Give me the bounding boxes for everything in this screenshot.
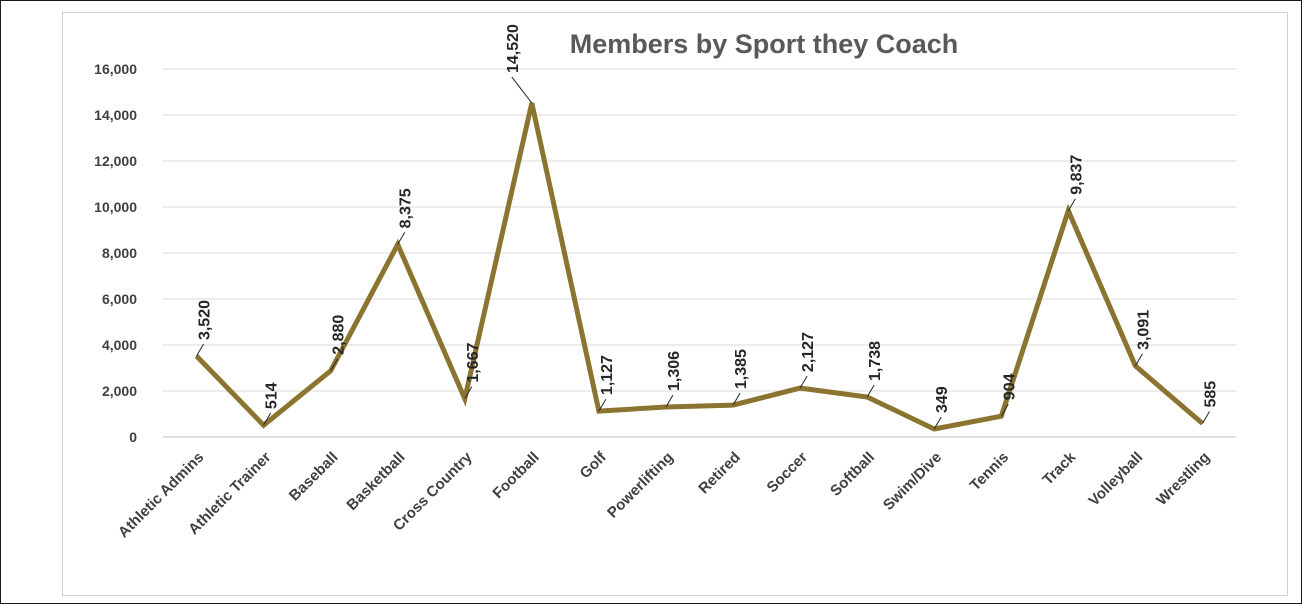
data-label-group: 3,091 xyxy=(1134,310,1152,367)
y-axis-ticks: 0 2,000 4,000 6,000 8,000 10,000 12,000 14,000 1… xyxy=(94,61,137,445)
data-label-group: 1,385 xyxy=(732,349,750,406)
data-label: 2,880 xyxy=(331,315,348,355)
series-line xyxy=(194,102,1205,432)
x-tick-label: Retired xyxy=(695,449,744,498)
data-label-group: 1,127 xyxy=(598,355,616,412)
chart-area xyxy=(62,12,1288,596)
x-tick-label: Baseball xyxy=(286,449,342,505)
data-label: 3,091 xyxy=(1135,310,1152,350)
x-tick-label: Swim/Dive xyxy=(880,449,945,514)
leader-line xyxy=(263,412,272,426)
leader-line xyxy=(511,76,533,104)
data-label-group: 9,837 xyxy=(1067,155,1085,212)
leader-line xyxy=(732,392,741,406)
x-tick-label: Wrestling xyxy=(1153,449,1213,509)
y-tick-label: 14,000 xyxy=(94,107,137,123)
y-tick-label: 8,000 xyxy=(102,245,137,261)
data-label-group: 2,880 xyxy=(330,315,348,372)
data-label-group: 2,127 xyxy=(799,332,817,389)
leader-line xyxy=(464,386,473,399)
data-label-group: 14,520 xyxy=(505,24,533,104)
leader-line xyxy=(598,398,607,412)
data-label: 1,738 xyxy=(867,341,884,381)
x-tick-label: Basketball xyxy=(343,449,408,514)
data-label: 904 xyxy=(1001,373,1018,400)
leader-line xyxy=(665,394,674,408)
data-label: 14,520 xyxy=(505,24,522,73)
data-label-group: 904 xyxy=(1000,373,1018,417)
data-label-group: 1,306 xyxy=(665,351,683,408)
leader-line xyxy=(1000,403,1009,417)
leader-line xyxy=(866,384,875,398)
leader-line xyxy=(1134,353,1143,367)
leader-line xyxy=(330,358,339,372)
leader-line xyxy=(1067,198,1076,212)
y-tick-label: 0 xyxy=(129,429,137,445)
y-tick-label: 6,000 xyxy=(102,291,137,307)
data-label-group: 585 xyxy=(1202,381,1219,424)
x-tick-label: Tennis xyxy=(967,449,1012,494)
y-tick-label: 2,000 xyxy=(102,383,137,399)
x-tick-label: Track xyxy=(1039,448,1079,488)
data-label: 1,306 xyxy=(666,351,683,391)
y-tick-label: 4,000 xyxy=(102,337,137,353)
y-tick-label: 10,000 xyxy=(94,199,137,215)
x-tick-label: Golf xyxy=(577,448,611,482)
x-tick-label: Football xyxy=(489,449,542,502)
y-tick-label: 16,000 xyxy=(94,61,137,77)
data-label: 8,375 xyxy=(398,188,415,228)
data-label-group: 514 xyxy=(263,382,281,426)
x-tick-label: Softball xyxy=(827,449,878,500)
data-label-group: 349 xyxy=(933,386,951,430)
leader-line xyxy=(1202,411,1210,424)
gridlines xyxy=(163,68,1236,438)
chart-title: Members by Sport they Coach xyxy=(570,29,959,59)
y-tick-label: 12,000 xyxy=(94,153,137,169)
data-label: 2,127 xyxy=(800,332,817,372)
leader-line xyxy=(397,232,406,245)
data-label-group: 1,667 xyxy=(464,343,482,399)
leader-line xyxy=(799,375,808,389)
x-tick-label: Soccer xyxy=(764,449,812,497)
x-tick-label: Volleyball xyxy=(1085,449,1146,510)
data-label-group: 8,375 xyxy=(397,188,415,245)
data-label: 1,127 xyxy=(599,355,616,395)
data-label-group: 1,738 xyxy=(866,341,884,398)
data-label: 3,520 xyxy=(197,300,214,340)
data-label: 349 xyxy=(934,386,951,413)
data-label-group: 3,520 xyxy=(196,300,214,357)
leader-line xyxy=(196,343,204,357)
data-label: 1,385 xyxy=(733,349,750,389)
data-label: 9,837 xyxy=(1068,155,1085,195)
leader-line xyxy=(933,416,942,430)
x-tick-label: Powerlifting xyxy=(604,449,677,522)
data-labels: 3,520 514 2,880 8,375 1,667 14,520 1,127 1,306 1… xyxy=(196,24,1219,430)
data-label: 1,667 xyxy=(465,343,482,383)
data-label: 514 xyxy=(264,382,281,409)
data-label: 585 xyxy=(1202,381,1219,408)
